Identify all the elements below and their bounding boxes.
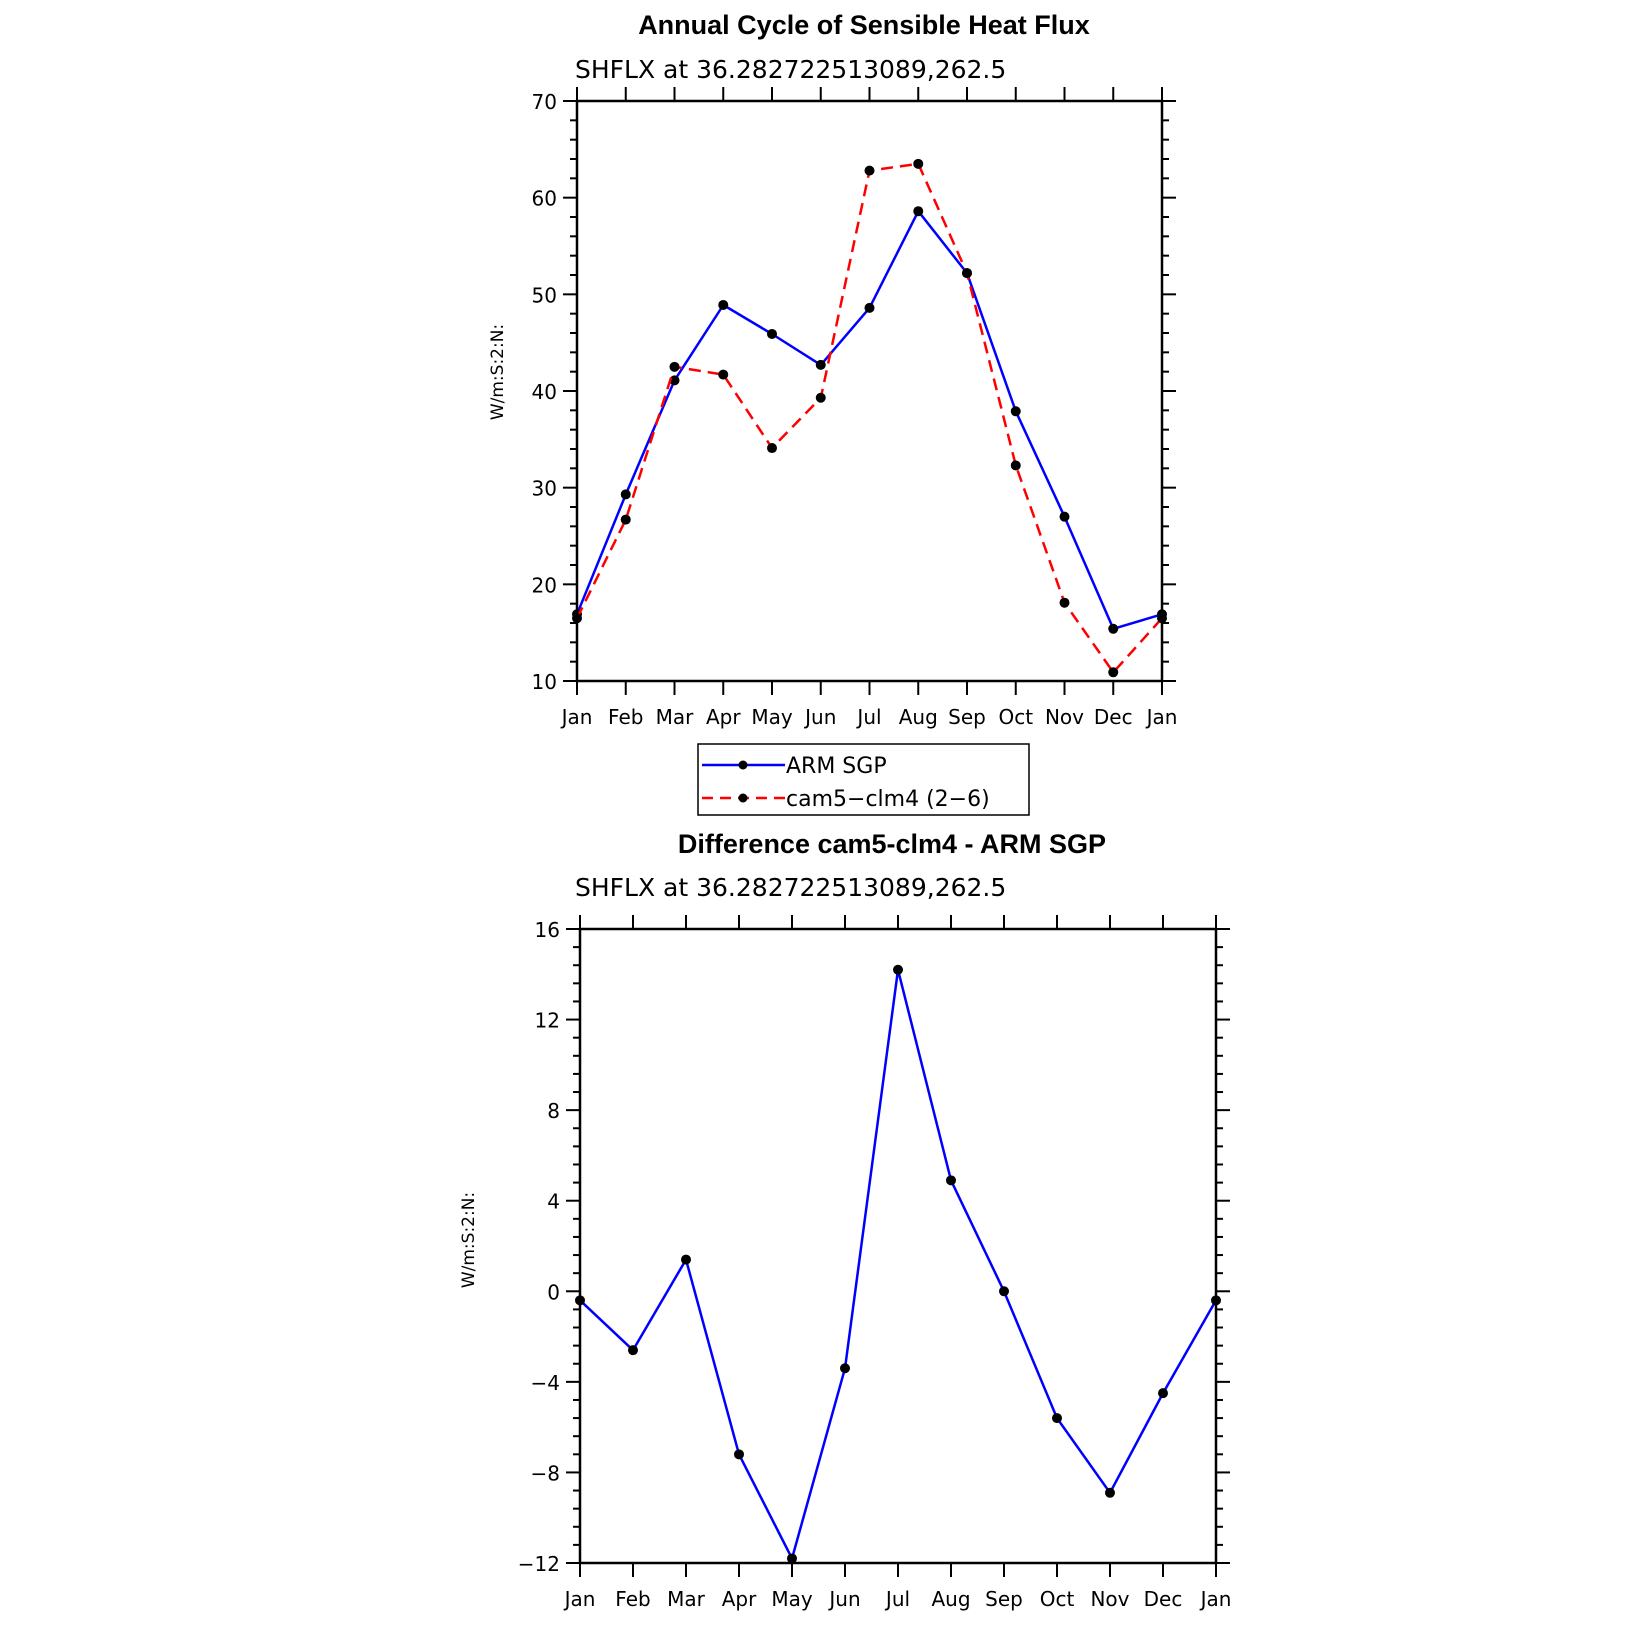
legend-box — [697, 743, 1030, 816]
top-series-1-point — [669, 361, 680, 372]
top-series-1-point — [864, 165, 875, 176]
top-series-1-line — [575, 162, 1163, 674]
top-series-1-point — [1157, 613, 1167, 624]
top-series-0-point — [815, 359, 826, 370]
bottom-xtick-label: Sep — [985, 1587, 1023, 1611]
top-xtick-label: Jul — [855, 705, 881, 729]
top-plot-area: Jan Feb Mar Apr May Jun Jul Aug Sep Oct Nov Dec Jan1… — [532, 87, 1178, 729]
bottom-xtick-label: Jun — [827, 1587, 860, 1611]
bottom-plot-area: Jan Feb Mar Apr May Jun Jul Aug Sep Oct Nov Dec Jan−… — [518, 915, 1232, 1611]
bottom-ytick-label: 8 — [547, 1099, 560, 1123]
bottom-ytick-label: 0 — [547, 1280, 560, 1304]
top-series-1-point — [1059, 597, 1070, 608]
bottom-series-0-point — [681, 1254, 691, 1265]
bottom-series-0-point — [840, 1363, 850, 1374]
top-ytick-label: 40 — [532, 380, 557, 404]
top-plot-frame — [575, 99, 1164, 683]
top-xtick-label: May — [751, 705, 793, 729]
bottom-xtick-label: Mar — [667, 1587, 706, 1611]
top-series-1-point — [1010, 460, 1021, 471]
top-ytick-label: 10 — [532, 670, 557, 694]
bottom-xtick-label: Dec — [1144, 1587, 1183, 1611]
top-ytick-label: 20 — [532, 573, 557, 597]
bottom-xtick-label: Feb — [615, 1587, 650, 1611]
top-series-0-point — [913, 206, 924, 217]
bottom-series-0-point — [999, 1286, 1009, 1297]
bottom-series-0-line — [579, 968, 1218, 1560]
bottom-series-0-point — [1211, 1295, 1221, 1306]
legend-label-cam5: cam5−clm4 (2−6) — [786, 787, 990, 812]
top-series-1-point — [815, 392, 826, 403]
bottom-series-0-point — [1105, 1487, 1115, 1498]
bottom-series-0-point — [734, 1449, 744, 1460]
bottom-series-0-point — [575, 1295, 585, 1306]
top-series-0-point — [669, 375, 680, 386]
bottom-series-0-point — [787, 1553, 797, 1564]
top-xtick-label: Jan — [560, 705, 593, 729]
top-series-1-point — [620, 514, 631, 525]
top-series-0-point — [1059, 511, 1070, 522]
top-ytick-label: 60 — [532, 187, 557, 211]
top-chart-subtitle: SHFLX at 36.282722513089,262.5 — [575, 55, 1006, 84]
top-series-0-point — [1010, 406, 1021, 417]
bottom-ytick-label: 16 — [535, 918, 560, 942]
bottom-ytick-label: −12 — [518, 1552, 560, 1576]
top-series-0-point — [767, 328, 777, 339]
bottom-ytick-label: −8 — [531, 1461, 560, 1485]
top-xtick-label: Mar — [656, 705, 695, 729]
bottom-series-0-point — [1052, 1413, 1062, 1424]
top-xtick-label: Apr — [706, 705, 741, 729]
top-ytick-label: 30 — [532, 477, 557, 501]
top-xtick-label: Jun — [803, 705, 836, 729]
top-xtick-label: Oct — [998, 705, 1033, 729]
top-series-1-point — [718, 369, 729, 380]
top-series-0-point — [620, 489, 631, 500]
bottom-ytick-label: 12 — [535, 1009, 560, 1033]
top-ytick-label: 50 — [532, 283, 557, 307]
top-series-1-point — [962, 268, 972, 279]
legend: ARM SGP cam5−clm4 (2−6) — [697, 743, 1030, 816]
top-series-0-point — [864, 302, 875, 313]
top-series-1-point — [1108, 667, 1119, 678]
top-xtick-label: Jan — [1145, 705, 1178, 729]
top-xtick-label: Feb — [608, 705, 643, 729]
top-series-1-point — [767, 443, 777, 454]
bottom-xtick-label: Jan — [563, 1587, 596, 1611]
bottom-xtick-label: Apr — [722, 1587, 757, 1611]
top-xtick-label: Aug — [899, 705, 938, 729]
bottom-xtick-label: Jul — [884, 1587, 910, 1611]
bottom-chart-ylabel: W/m:S:2:N: — [459, 1192, 479, 1288]
bottom-chart-title: Difference cam5-clm4 - ARM SGP — [678, 829, 1106, 859]
legend-label-arm: ARM SGP — [786, 754, 887, 779]
legend-marker-arm — [738, 760, 748, 770]
bottom-series-0-point — [1158, 1388, 1168, 1399]
bottom-series-0-point — [946, 1175, 956, 1186]
top-chart-ylabel: W/m:S:2:N: — [488, 324, 508, 420]
bottom-plot-frame — [578, 927, 1218, 1565]
bottom-series-0-point — [628, 1345, 638, 1356]
bottom-ytick-label: −4 — [531, 1371, 560, 1395]
top-chart-title: Annual Cycle of Sensible Heat Flux — [638, 10, 1090, 40]
bottom-xtick-label: Oct — [1040, 1587, 1075, 1611]
top-series-1-point — [913, 158, 924, 169]
top-series-1-point — [572, 613, 582, 624]
bottom-series-0-point — [893, 964, 903, 975]
top-xtick-label: Nov — [1045, 705, 1084, 729]
top-series-0-point — [718, 299, 729, 310]
bottom-xtick-label: Jan — [1199, 1587, 1232, 1611]
top-xtick-label: Sep — [948, 705, 986, 729]
bottom-xtick-label: May — [771, 1587, 813, 1611]
bottom-chart-subtitle: SHFLX at 36.282722513089,262.5 — [575, 873, 1006, 902]
top-xtick-label: Dec — [1094, 705, 1133, 729]
bottom-ytick-label: 4 — [547, 1190, 560, 1214]
bottom-xtick-label: Aug — [931, 1587, 970, 1611]
top-series-0-point — [1108, 623, 1119, 634]
top-series-0-line — [575, 209, 1163, 631]
top-ytick-label: 70 — [532, 90, 557, 114]
legend-marker-cam5 — [738, 793, 748, 803]
bottom-xtick-label: Nov — [1090, 1587, 1129, 1611]
